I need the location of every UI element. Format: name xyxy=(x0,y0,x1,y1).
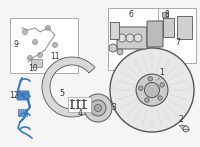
FancyBboxPatch shape xyxy=(162,17,174,36)
FancyBboxPatch shape xyxy=(108,8,166,70)
Circle shape xyxy=(134,34,142,42)
Circle shape xyxy=(95,105,102,112)
FancyBboxPatch shape xyxy=(147,21,163,47)
Circle shape xyxy=(23,30,28,35)
FancyBboxPatch shape xyxy=(162,12,168,17)
FancyBboxPatch shape xyxy=(68,96,91,112)
Circle shape xyxy=(139,86,143,90)
Circle shape xyxy=(117,49,123,55)
Circle shape xyxy=(33,40,38,45)
Text: 12: 12 xyxy=(9,91,19,100)
FancyBboxPatch shape xyxy=(19,110,28,117)
Circle shape xyxy=(160,83,164,87)
Text: 6: 6 xyxy=(129,10,133,19)
Circle shape xyxy=(118,34,126,42)
Circle shape xyxy=(46,25,51,30)
Circle shape xyxy=(136,74,168,106)
Circle shape xyxy=(183,126,189,132)
Text: 9: 9 xyxy=(14,40,18,49)
Circle shape xyxy=(28,56,33,61)
FancyBboxPatch shape xyxy=(32,60,43,67)
Circle shape xyxy=(110,48,194,132)
Circle shape xyxy=(109,44,117,52)
FancyBboxPatch shape xyxy=(10,18,78,73)
Circle shape xyxy=(90,100,106,116)
Text: 5: 5 xyxy=(60,88,64,97)
Circle shape xyxy=(158,96,162,100)
Text: 4: 4 xyxy=(78,108,82,117)
FancyBboxPatch shape xyxy=(177,15,192,39)
FancyBboxPatch shape xyxy=(17,91,29,100)
FancyBboxPatch shape xyxy=(158,8,196,63)
FancyBboxPatch shape xyxy=(110,21,119,39)
Text: 11: 11 xyxy=(50,51,60,61)
Circle shape xyxy=(84,94,112,122)
Text: 7: 7 xyxy=(176,37,180,46)
Text: 2: 2 xyxy=(179,116,183,125)
Polygon shape xyxy=(42,57,98,117)
Circle shape xyxy=(145,98,149,102)
Circle shape xyxy=(38,52,43,57)
Circle shape xyxy=(144,82,160,98)
Text: 1: 1 xyxy=(160,67,164,76)
Text: 3: 3 xyxy=(112,103,116,112)
Circle shape xyxy=(148,77,152,81)
Text: 10: 10 xyxy=(28,64,38,72)
FancyBboxPatch shape xyxy=(117,27,147,49)
Circle shape xyxy=(126,34,134,42)
Text: 8: 8 xyxy=(165,10,169,19)
Circle shape xyxy=(53,42,58,47)
